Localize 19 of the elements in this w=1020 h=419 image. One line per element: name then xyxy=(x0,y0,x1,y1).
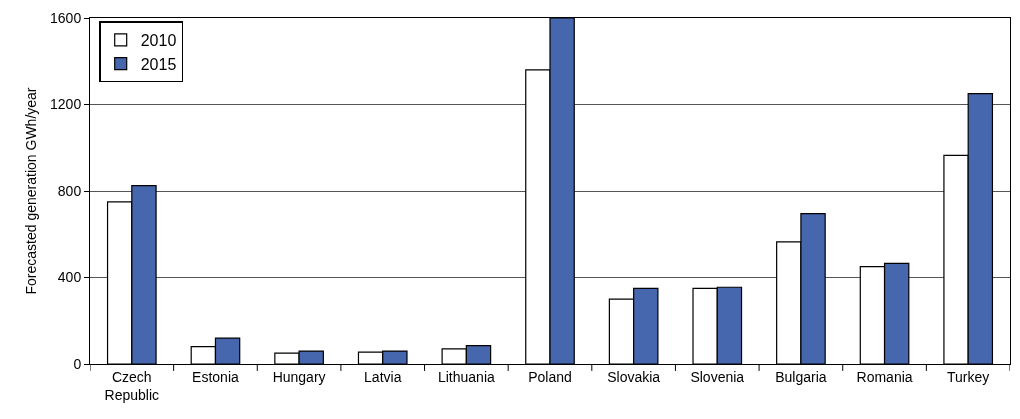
y-tick-label: 400 xyxy=(57,269,82,286)
x-tick-label: Hungary xyxy=(272,368,326,385)
x-tick-label: Slovenia xyxy=(690,368,745,385)
x-tick-label: Slovakia xyxy=(607,368,661,385)
x-tick-label: Latvia xyxy=(364,368,402,385)
y-tick-label: 0 xyxy=(73,355,82,372)
y-tick-label: 1200 xyxy=(50,96,82,113)
legend-label: 2015 xyxy=(140,55,177,73)
x-tick-label: Romania xyxy=(856,368,913,385)
x-tick-label: Estonia xyxy=(192,368,240,385)
y-axis-title: Forecasted generation GWh/year xyxy=(22,87,39,295)
x-tick-label: Czech Republic xyxy=(104,368,160,403)
x-tick-label: Bulgaria xyxy=(775,368,827,385)
y-tick-label: 1600 xyxy=(50,9,82,26)
x-tick-label: Turkey xyxy=(947,368,990,385)
y-tick-label: 800 xyxy=(57,182,82,199)
legend-label: 2010 xyxy=(140,32,177,50)
x-tick-label: Lithuania xyxy=(437,368,495,385)
x-tick-label: Poland xyxy=(528,368,572,385)
